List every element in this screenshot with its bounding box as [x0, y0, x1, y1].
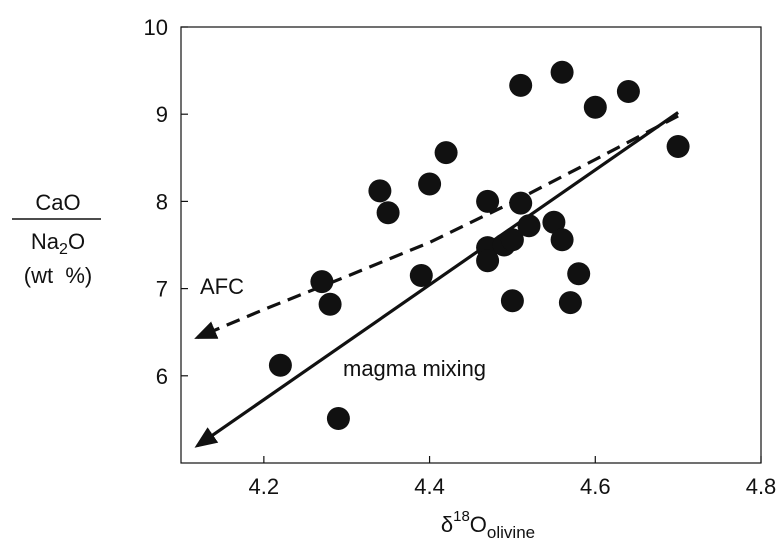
y-label-numerator: CaO — [35, 190, 80, 215]
x-label-subscript: olivine — [487, 523, 535, 542]
x-tick-label: 4.8 — [746, 474, 776, 499]
data-point — [666, 135, 690, 158]
data-point — [550, 60, 574, 84]
y-label-denominator-suffix: O — [68, 229, 85, 254]
data-point — [434, 141, 458, 165]
y-tick-label: 6 — [156, 364, 168, 389]
magma-mixing-line — [194, 111, 680, 448]
data-point — [318, 292, 342, 316]
annotation-afc: AFC — [200, 274, 244, 299]
afc-dashed-line — [194, 114, 679, 339]
data-point — [268, 353, 292, 377]
data-point — [310, 270, 334, 294]
data-point — [409, 264, 433, 287]
y-label-denominator-subscript: 2 — [59, 241, 68, 258]
data-point — [583, 95, 607, 119]
y-tick-label: 9 — [156, 102, 168, 127]
data-point — [558, 291, 582, 315]
x-tick-label: 4.6 — [580, 474, 611, 499]
y-tick-label: 10 — [144, 15, 168, 40]
data-point — [368, 179, 392, 203]
data-point — [500, 228, 524, 252]
x-label-superscript: 18 — [453, 508, 470, 525]
y-label-denominator: Na2O — [31, 229, 85, 258]
data-point — [500, 289, 524, 313]
y-label-denominator-prefix: Na — [31, 229, 60, 254]
x-label-delta: δ — [441, 512, 453, 537]
data-point — [509, 191, 533, 215]
data-point — [418, 172, 442, 196]
data-point — [517, 214, 541, 238]
y-tick-label: 7 — [156, 277, 168, 302]
y-label-units: (wt %) — [24, 263, 92, 288]
plot-frame — [180, 26, 762, 464]
data-point — [476, 189, 500, 213]
data-point — [567, 262, 591, 286]
data-point — [542, 210, 566, 234]
data-point — [550, 228, 574, 252]
y-axis-label: CaO Na2O (wt %) — [12, 190, 101, 288]
x-axis-label: δ18Oolivine — [441, 508, 535, 542]
x-tick-label: 4.2 — [249, 474, 280, 499]
x-tick-label: 4.4 — [414, 474, 445, 499]
data-point — [476, 249, 500, 273]
x-label-base: O — [470, 512, 487, 537]
trend-lines — [194, 111, 680, 448]
y-tick-label: 8 — [156, 189, 168, 214]
data-points — [268, 60, 690, 430]
data-point — [509, 73, 533, 97]
x-axis-ticks: 4.2 4.4 4.6 4.8 — [249, 456, 776, 499]
data-point — [326, 407, 350, 430]
y-axis-ticks: 6 7 8 9 10 — [144, 15, 188, 389]
data-point — [376, 201, 400, 225]
data-point — [616, 80, 640, 103]
annotation-magma-mixing: magma mixing — [343, 356, 486, 381]
